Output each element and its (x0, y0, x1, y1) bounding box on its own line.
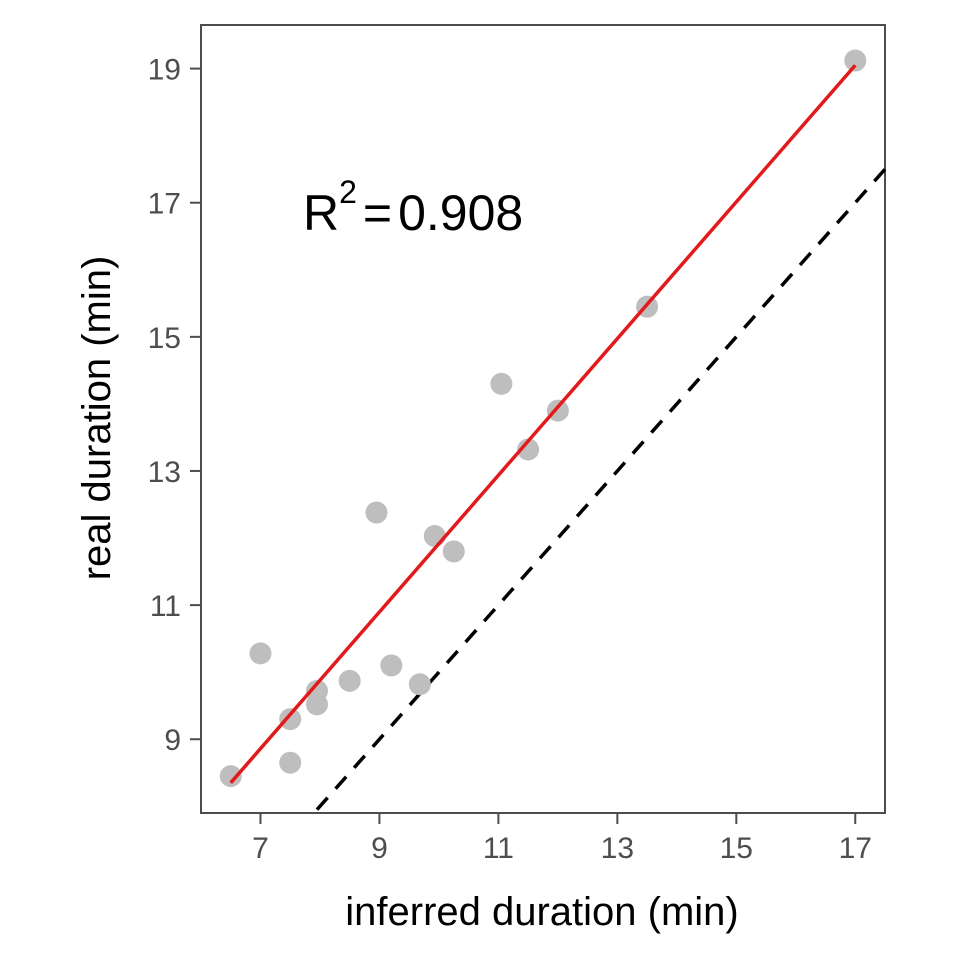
y-tick-label: 15 (148, 322, 181, 355)
axis-ticks: 7 9 11 13 15 17 9 11 13 15 17 19 (148, 54, 872, 865)
data-point (249, 642, 272, 665)
y-axis-title: real duration (min) (75, 256, 119, 581)
data-point (365, 501, 388, 524)
r-squared-value: 0.908 (398, 185, 523, 241)
x-axis-title: inferred duration (min) (345, 890, 739, 934)
data-point (844, 49, 867, 72)
regression-line (229, 64, 857, 784)
x-tick-label: 7 (252, 832, 269, 865)
y-tick-label: 9 (164, 724, 181, 757)
data-points (219, 49, 867, 788)
x-tick-label: 11 (483, 832, 514, 865)
data-point (338, 669, 361, 692)
identity-line (315, 168, 887, 811)
y-tick-label: 17 (148, 188, 181, 221)
data-point (279, 708, 302, 731)
r-superscript: 2 (339, 174, 357, 210)
identity-line-layer (315, 168, 887, 811)
equals-sign: = (363, 185, 392, 241)
x-tick-label: 9 (371, 832, 388, 865)
r-symbol: R (303, 185, 339, 241)
data-point (442, 540, 465, 563)
data-point (517, 438, 540, 461)
data-point (279, 751, 302, 774)
data-point (546, 399, 569, 422)
x-tick-label: 15 (720, 832, 753, 865)
r-squared-annotation: R2 = 0.908 (303, 174, 523, 241)
y-tick-label: 11 (150, 590, 181, 623)
panel-border (200, 24, 886, 814)
data-point (219, 765, 242, 788)
x-tick-label: 17 (839, 832, 872, 865)
data-point (305, 693, 328, 716)
data-point (423, 525, 446, 548)
y-tick-label: 13 (148, 456, 181, 489)
x-tick-label: 13 (601, 832, 634, 865)
data-point (380, 654, 403, 677)
y-tick-label: 19 (148, 54, 181, 87)
fit-line-layer (229, 64, 857, 784)
data-point (490, 372, 513, 395)
data-point (408, 673, 431, 696)
